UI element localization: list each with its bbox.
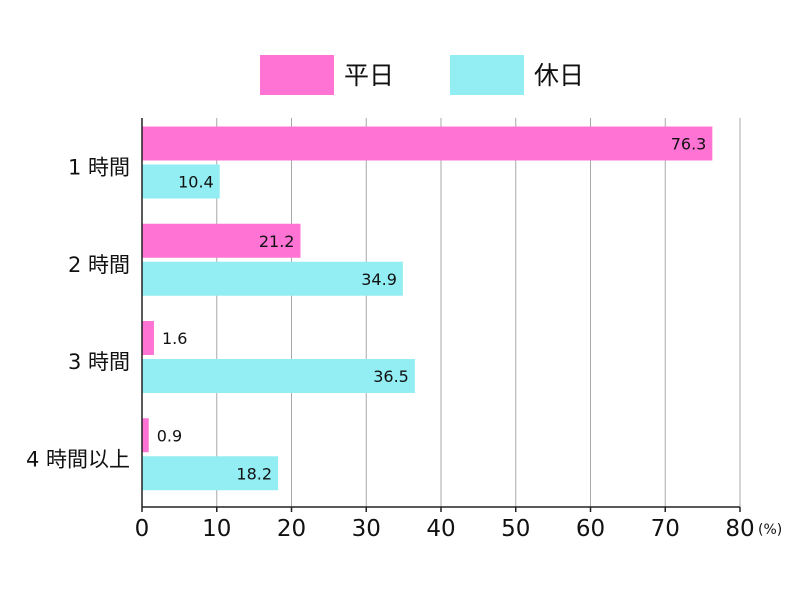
x-tick-label-40: 40 <box>426 516 455 542</box>
bars <box>142 126 713 491</box>
data-label-4-2: 18.2 <box>236 464 272 483</box>
bar-1-1 <box>142 126 713 161</box>
bar-4-2 <box>142 456 279 491</box>
x-tick-label-50: 50 <box>501 516 530 542</box>
data-label-3-1: 1.6 <box>162 329 187 348</box>
x-unit-label: (%) <box>758 522 782 538</box>
data-label-2-1: 21.2 <box>259 232 295 251</box>
data-label-1-1: 76.3 <box>671 135 707 154</box>
data-labels: 76.3 10.4 21.2 34.9 1.6 36.5 0.9 18.2 <box>157 135 707 484</box>
x-tick-label-80: 80 <box>725 516 754 542</box>
category-label-3: 3 時間 <box>68 350 130 374</box>
bar-3-1 <box>142 321 154 355</box>
legend: 平日 休日 <box>260 55 584 95</box>
data-label-3-2: 36.5 <box>373 367 409 386</box>
x-axis: 0 10 20 30 40 50 60 70 80 (%) <box>135 118 782 542</box>
data-label-2-2: 34.9 <box>361 270 397 289</box>
category-label-1: 1 時間 <box>68 156 130 180</box>
grid-lines <box>216 118 741 507</box>
legend-swatch-1 <box>260 55 334 95</box>
bar-1-2 <box>142 164 220 199</box>
category-label-2: 2 時間 <box>68 253 130 277</box>
x-tick-label-20: 20 <box>277 516 306 542</box>
x-tick-label-0: 0 <box>135 516 150 542</box>
legend-label-1: 平日 <box>344 61 394 90</box>
x-tick-label-70: 70 <box>651 516 680 542</box>
x-tick-label-30: 30 <box>352 516 381 542</box>
x-tick-label-60: 60 <box>576 516 605 542</box>
data-label-1-2: 10.4 <box>178 173 214 192</box>
legend-swatch-2 <box>450 55 524 95</box>
legend-label-2: 休日 <box>534 61 584 90</box>
category-label-4: 4 時間以上 <box>26 447 130 471</box>
bar-2-2 <box>142 261 403 296</box>
data-label-4-1: 0.9 <box>157 426 182 445</box>
x-tick-label-10: 10 <box>202 516 231 542</box>
bar-2-1 <box>142 223 301 258</box>
category-labels: 1 時間 2 時間 3 時間 4 時間以上 <box>26 156 130 472</box>
bar-4-1 <box>142 418 149 453</box>
bar-3-2 <box>142 359 415 393</box>
